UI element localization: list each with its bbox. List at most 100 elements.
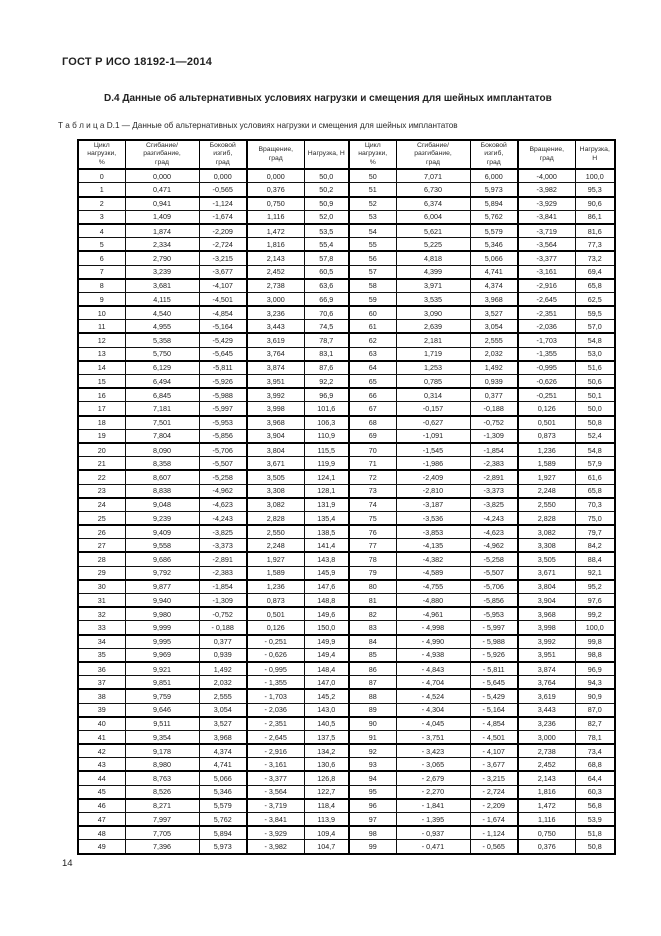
table-cell: 3,054 [198,702,248,718]
table-row: 8 3,681 -4,107 2,738 63,6 58 3,971 4,374 -2,916 6… [77,278,616,293]
table-row: 5 2,334 -2,724 1,816 55,4 55 5,225 5,346 -3,564 7… [77,237,616,253]
table-cell: 46 [77,798,126,814]
table-cell: - 3,929 [246,825,305,841]
table-cell: 94,3 [574,675,616,691]
table-cell: 80 [348,579,397,595]
table-cell: 55 [348,237,397,253]
table-cell: -4,382 [395,551,471,567]
table-cell: 69 [348,428,397,444]
table-cell: - 2,679 [395,770,471,786]
table-cell: -1,355 [517,346,576,362]
table-cell: 88,4 [574,551,616,567]
table-row: 4 1,874 -2,209 1,472 53,5 54 5,621 5,579 -3,719 8… [77,223,616,239]
table-cell: 20 [77,442,126,458]
table-cell: - 2,724 [469,784,519,800]
table-cell: - 5,164 [469,702,519,718]
table-cell: 128,1 [303,483,350,499]
table-cell: -2,724 [198,237,248,253]
table-cell: -3,929 [517,196,576,211]
table-row: 35 9,969 0,939- 0,626 149,4 85- 4,938- 5,926… [77,647,616,663]
table-cell: 4,741 [198,757,248,773]
table-cell: 75 [348,510,397,527]
table-row: 6 2,790 -3,215 2,143 57,8 56 4,818 5,066 -3,377 7… [77,250,616,266]
table-cell: 4,374 [198,743,248,759]
table-cell: 32 [77,606,126,622]
table-cell: 33 [77,620,126,636]
table-cell: 3,971 [395,278,471,293]
table-cell: 3,000 [246,291,305,308]
table-cell: - 1,355 [246,675,305,691]
table-row: 45 8,526 5,346- 3,564 122,7 95- 2,270- 2,724… [77,784,616,800]
table-cell: 2,639 [395,319,471,335]
table-cell: 145,9 [303,565,350,581]
table-cell: -4,961 [395,606,471,622]
table-cell: 6,730 [395,182,471,198]
table-cell: 73,2 [574,250,616,266]
table-row: 25 9,239 -4,243 2,828 135,4 75 -3,536 -4,243 2,8… [77,510,616,527]
table-cell: 14 [77,360,126,376]
table-cell: 84,2 [574,538,616,554]
table-cell: 51,6 [574,360,616,376]
table-row: 48 7,705 5,894- 3,929 109,4 98- 0,937- 1,124… [77,825,616,841]
table-cell: 3,505 [246,469,305,485]
table-cell: - 0,995 [246,661,305,677]
table-cell: 53,9 [574,812,616,828]
table-cell: 17 [77,401,126,417]
table-cell: -4,623 [198,497,248,512]
table-cell: -2,810 [395,483,471,499]
table-cell: 0,750 [246,196,305,211]
table-cell: 15 [77,374,126,390]
table-cell: 118,4 [303,798,350,814]
table-cell: 150,0 [303,620,350,636]
table-cell: 90,6 [574,196,616,211]
table-cell: 9,558 [124,538,200,554]
table-cell: 5,973 [469,182,519,198]
table-cell: 3,681 [124,278,200,293]
table-row: 22 8,607 -5,258 3,505 124,1 72 -2,409 -2,891 1,9… [77,469,616,485]
table-cell: 0,501 [246,606,305,622]
table-cell: -0,157 [395,401,471,417]
table-cell: 126,8 [303,770,350,786]
table-cell: 3,239 [124,264,200,280]
table-cell: 74,5 [303,319,350,335]
table-cell: 8,763 [124,770,200,786]
table-cell: 149,4 [303,647,350,663]
table-cell: 3,968 [246,415,305,430]
table-cell: -1,545 [395,442,471,458]
table-cell: 9,877 [124,579,200,595]
table-cell: - 4,843 [395,661,471,677]
table-cell: 9 [77,291,126,308]
table-cell: 3,236 [517,716,576,731]
table-cell: -2,383 [469,456,519,472]
table-cell: 3,992 [246,387,305,403]
table-cell: 64 [348,360,397,376]
table-row: 2 0,941 -1,124 0,750 50,9 52 6,374 5,894 -3,929 9… [77,196,616,211]
table-cell: -0,627 [395,415,471,430]
table-cell: - 0,251 [246,634,305,649]
table-cell: 85 [348,647,397,663]
table-row: 15 6,494 -5,926 3,951 92,2 65 0,785 0,939 -0,626… [77,374,616,390]
table-cell: 52,0 [303,209,350,225]
table-cell: 98 [348,825,397,841]
table-cell: 22 [77,469,126,485]
table-cell: 100,0 [574,620,616,636]
table-cell: 7,705 [124,825,200,841]
table-cell: 0,377 [198,634,248,649]
table-cell: 95,2 [574,579,616,595]
table-cell: 134,2 [303,743,350,759]
table-cell: 12 [77,332,126,348]
table-cell: 65 [348,374,397,390]
table-cell: 98,8 [574,647,616,663]
table-cell: -1,309 [198,593,248,609]
table-cell: 147,6 [303,579,350,595]
table-cell: 9,969 [124,647,200,663]
table-cell: 0,471 [124,182,200,198]
table-cell: -2,891 [198,551,248,567]
table-cell: 50,6 [574,374,616,390]
table-cell: 148,4 [303,661,350,677]
table-row: 19 7,804 -5,856 3,904 110,9 69 -1,091 -1,309 0,8… [77,428,616,444]
table-cell: 9,048 [124,497,200,512]
table-row: 17 7,181 -5,997 3,998 101,6 67 -0,157 -0,188 0,1… [77,401,616,417]
table-cell: -5,988 [198,387,248,403]
table-cell: 3,619 [517,688,576,704]
